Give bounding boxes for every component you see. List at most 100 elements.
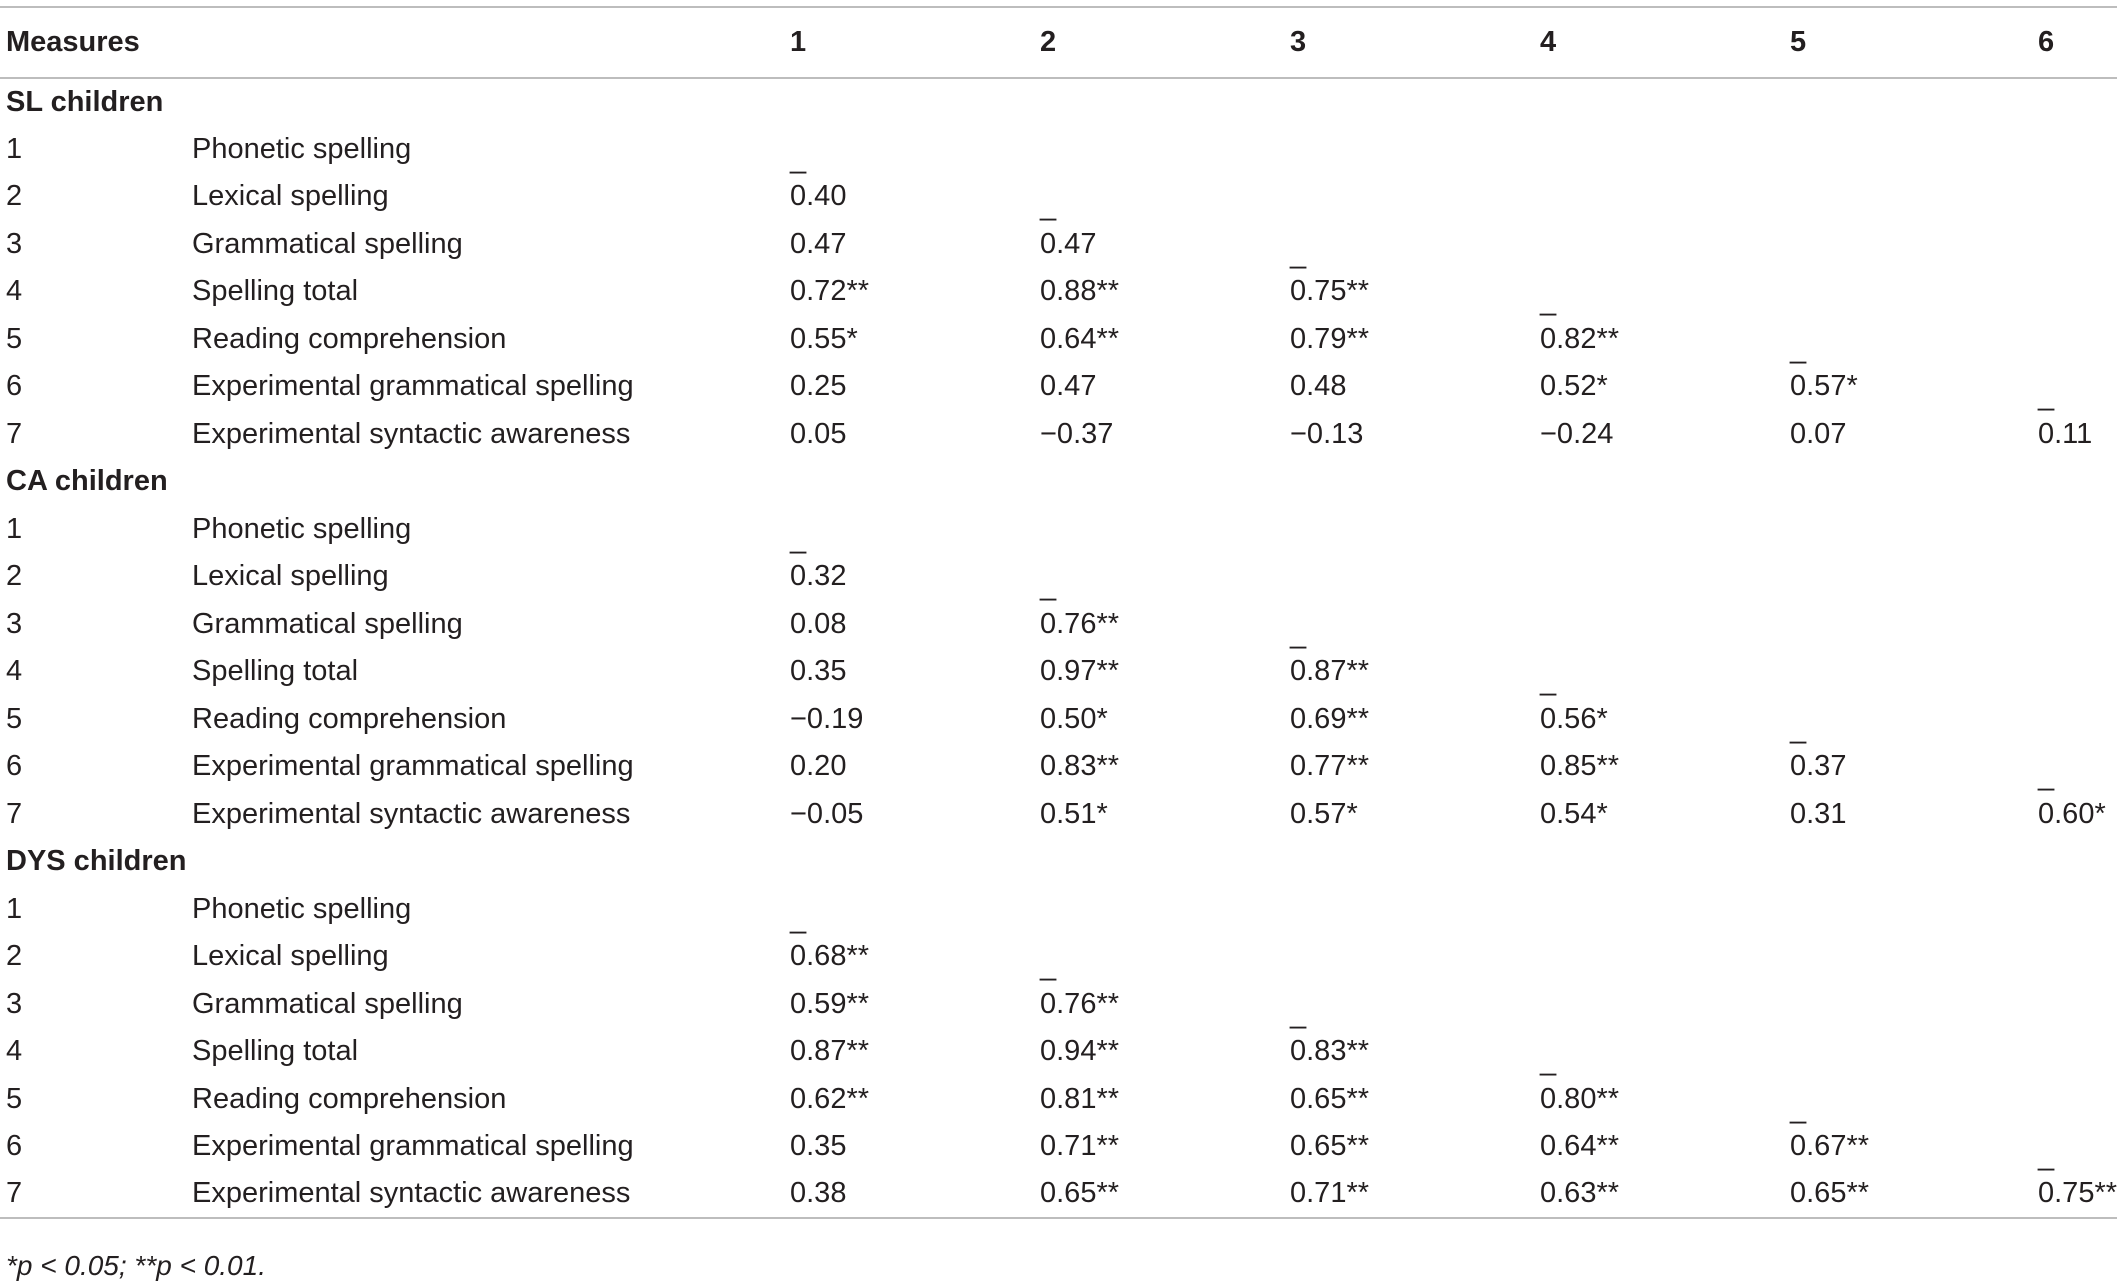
correlation-cell: 0.50* (1040, 696, 1290, 744)
correlation-value: 0.47 (1040, 227, 1097, 260)
header-col-1: 1 (790, 6, 1040, 79)
table-row: 4 Spelling total 0.87** 0.94** 0.83** _ (0, 1028, 2117, 1077)
correlation-cell: 0.52* (1540, 363, 1790, 411)
correlation-value: 0.48 (1290, 370, 1347, 403)
row-label: Grammatical spelling (192, 227, 463, 260)
correlation-cell: 0.40 (790, 173, 1040, 221)
correlation-value: 0.87** (790, 1035, 870, 1068)
correlation-cell: _ (1040, 933, 1290, 982)
correlation-value: 0.94** (1040, 1035, 1120, 1068)
correlation-cell: 0.56* (1540, 696, 1790, 744)
correlation-cell: 0.08 (790, 601, 1040, 649)
correlation-cell: 0.35 (790, 648, 1040, 696)
correlation-cell: −0.19 (790, 696, 1040, 744)
correlation-value: _ (2038, 1140, 2055, 1173)
correlation-cell (1540, 886, 1790, 934)
row-label: Lexical spelling (192, 560, 389, 593)
row-index: 2 (6, 560, 23, 593)
correlation-value: 0.51* (1040, 797, 1108, 830)
correlation-cell (2038, 648, 2117, 696)
table-row: 2 Lexical spelling 0.32 _ (0, 553, 2117, 602)
correlation-value: 0.67** (1790, 1130, 1870, 1163)
correlation-cell: 0.20 (790, 743, 1040, 791)
correlation-value: 0.71** (1040, 1130, 1120, 1163)
correlation-cell (1290, 506, 1540, 554)
group-header-row: DYS children (0, 838, 2117, 886)
correlation-cell: 0.75** (2038, 1170, 2117, 1219)
correlation-value: 0.47 (790, 227, 847, 260)
correlation-cell: −0.13 (1290, 411, 1540, 459)
correlation-cell: 0.76** (1040, 981, 1290, 1029)
correlation-value: 0.37 (1790, 750, 1847, 783)
correlation-value: 0.79** (1290, 322, 1370, 355)
row-label: Phonetic spelling (192, 512, 412, 545)
correlation-value: 0.20 (790, 750, 847, 783)
correlation-value: −0.05 (790, 797, 864, 830)
correlation-cell (1540, 126, 1790, 174)
correlation-cell (2038, 221, 2117, 269)
row-label: Spelling total (192, 655, 359, 688)
group-title: CA children (6, 465, 168, 498)
correlation-cell (1790, 1028, 2038, 1076)
correlation-cell: 0.69** (1290, 696, 1540, 744)
correlation-cell: 0.87** (1290, 648, 1540, 696)
correlation-cell: 0.88** (1040, 268, 1290, 316)
correlation-value: _ (2038, 760, 2055, 793)
correlation-cell: 0.97** (1040, 648, 1290, 696)
correlation-cell: 0.38 (790, 1170, 1040, 1219)
correlation-cell: 0.54* (1540, 791, 1790, 839)
correlation-value: _ (790, 902, 807, 935)
correlation-cell (1040, 506, 1290, 554)
correlation-cell: 0.48 (1290, 363, 1540, 411)
correlation-cell: 0.77** (1290, 743, 1540, 791)
correlation-cell: 0.05 (790, 411, 1040, 459)
correlation-cell (1290, 933, 1540, 981)
header-col-5: 5 (1790, 6, 2038, 79)
correlation-cell: −0.24 (1540, 411, 1790, 459)
correlation-value: 0.80** (1540, 1082, 1620, 1115)
row-label: Reading comprehension (192, 322, 507, 355)
correlation-cell: 0.65** (1040, 1170, 1290, 1219)
correlation-value: 0.38 (790, 1177, 847, 1210)
correlation-cell (1790, 553, 2038, 601)
correlation-value: 0.64** (1540, 1130, 1620, 1163)
correlation-cell (2038, 268, 2117, 316)
row-label: Experimental grammatical spelling (192, 370, 634, 403)
correlation-cell (1290, 553, 1540, 601)
table-footnote: *p < 0.05; **p < 0.01. (6, 1250, 266, 1281)
correlation-cell: _ (790, 126, 1040, 175)
correlation-cell (1790, 648, 2038, 696)
correlation-cell: 0.79** (1290, 316, 1540, 364)
correlation-cell: _ (1290, 981, 1540, 1030)
correlation-cell (1790, 221, 2038, 269)
row-label: Spelling total (192, 1035, 359, 1068)
correlation-cell (1790, 601, 2038, 649)
row-index: 3 (6, 227, 23, 260)
correlation-cell: 0.71** (1290, 1170, 1540, 1219)
correlation-cell (1540, 173, 1790, 221)
correlation-value: 0.97** (1040, 655, 1120, 688)
correlation-cell: _ (2038, 743, 2117, 793)
correlation-cell: 0.87** (790, 1028, 1040, 1076)
correlation-value: 0.07 (1790, 417, 1847, 450)
correlation-cell: _ (2038, 1123, 2117, 1173)
correlation-cell: 0.76** (1040, 601, 1290, 649)
correlation-value: _ (1540, 665, 1557, 698)
row-index: 2 (6, 180, 23, 213)
correlation-value: 0.65** (1040, 1177, 1120, 1210)
row-index: 1 (6, 892, 23, 925)
correlation-cell: 0.65** (1790, 1170, 2038, 1219)
correlation-value: 0.87** (1290, 655, 1370, 688)
header-row: Measures 1 2 3 4 5 6 (0, 6, 2117, 79)
row-label: Experimental syntactic awareness (192, 797, 631, 830)
correlation-value: _ (1290, 237, 1307, 270)
row-label: Reading comprehension (192, 1082, 507, 1115)
correlation-cell: 0.80** (1540, 1076, 1790, 1124)
correlation-cell: 0.83** (1040, 743, 1290, 791)
correlation-cell: 0.47 (790, 221, 1040, 269)
correlation-table: Measures 1 2 3 4 5 6 SL children 1 Phoneti… (0, 6, 2117, 1219)
correlation-value: 0.08 (790, 607, 847, 640)
correlation-value: _ (790, 522, 807, 555)
correlation-cell (2038, 553, 2117, 601)
correlation-cell (2038, 696, 2117, 744)
